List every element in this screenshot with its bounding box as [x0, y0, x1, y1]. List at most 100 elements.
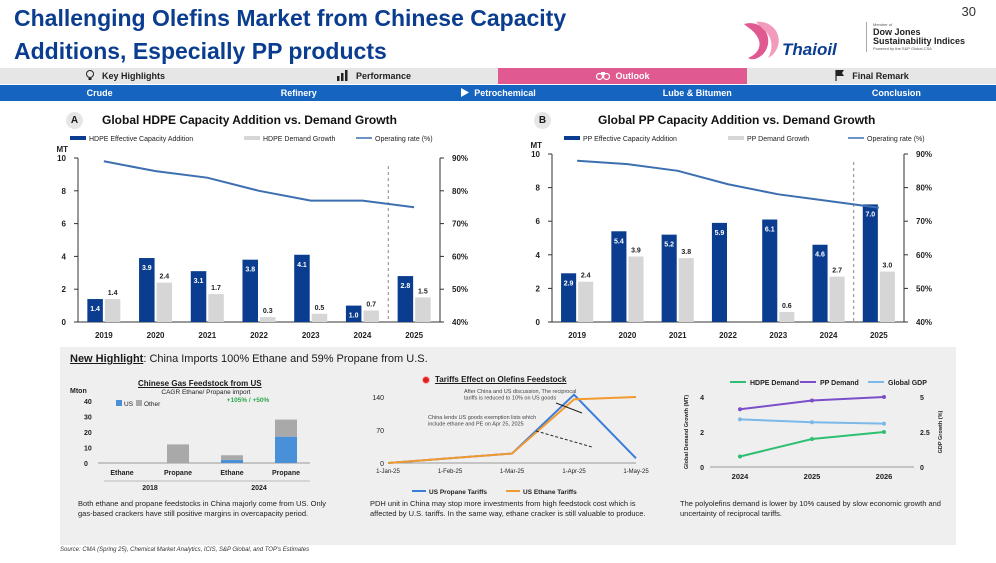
- hdpe-chart-title: Global HDPE Capacity Addition vs. Demand…: [102, 113, 397, 127]
- logo-text: Thaioil: [782, 40, 837, 59]
- series-point: [882, 395, 886, 399]
- legend-swatch: [244, 136, 260, 140]
- tab-key-highlights[interactable]: Key Highlights: [0, 68, 249, 84]
- capacity-value-label: 4.1: [297, 262, 307, 269]
- y2-tick-label: 2.5: [920, 430, 930, 437]
- subtab-lube-bitumen[interactable]: Lube & Bitumen: [598, 85, 797, 101]
- legend-swatch: [70, 136, 86, 140]
- subtab-conclusion[interactable]: Conclusion: [797, 85, 996, 101]
- subtab-label: Refinery: [280, 88, 317, 98]
- y-tick-label: 2: [536, 284, 541, 293]
- x-tick-label: Propane: [272, 470, 300, 477]
- tab-label: Final Remark: [852, 71, 909, 81]
- capacity-bar: [397, 276, 414, 322]
- legend-swatch: [564, 136, 580, 140]
- tab-final-remark[interactable]: Final Remark: [747, 68, 996, 84]
- demand-value-label: 1.5: [418, 288, 428, 295]
- capacity-bar: [139, 258, 155, 322]
- y-tick-label: 6: [536, 217, 541, 226]
- y2-tick-label: 0: [920, 465, 924, 472]
- series-point: [810, 437, 814, 441]
- tariff-annotation-1: After China and US discussion, The recip…: [464, 389, 576, 402]
- gas-feedstock-chart: Mton 0 10 20 30 40 CAGR Ethane/ Propane import…: [70, 388, 310, 492]
- y-tick-label: 70: [376, 428, 384, 435]
- pp-chart-title: Global PP Capacity Addition vs. Demand G…: [598, 113, 876, 127]
- x-tick-label: 2024: [354, 331, 372, 340]
- demand-value-label: 0.3: [263, 308, 273, 315]
- legend-label: US Ethane Tariffs: [523, 489, 577, 496]
- capacity-value-label: 2.8: [401, 283, 411, 290]
- other-bar: [221, 455, 243, 460]
- tab-outlook[interactable]: Outlook: [498, 68, 747, 84]
- x-tick-label: 2025: [405, 331, 423, 340]
- subtab-label: Crude: [86, 88, 113, 98]
- y2-tick-label: 60%: [452, 252, 468, 261]
- operating-rate-line: [577, 159, 879, 209]
- y2-tick-label: 80%: [916, 184, 932, 193]
- y2-tick-label: 40%: [916, 318, 932, 327]
- demand-value-label: 1.7: [211, 285, 221, 292]
- legend-label: HDPE Effective Capacity Addition: [89, 136, 193, 143]
- tab-performance[interactable]: Performance: [249, 68, 498, 84]
- section-nav: Key Highlights Performance Outlook Final…: [0, 68, 996, 84]
- legend-label: PP Demand Growth: [747, 136, 809, 143]
- y2-tick-label: 5: [920, 395, 924, 402]
- annotation-arrow: [535, 430, 593, 448]
- x-tick-label: 2025: [870, 331, 888, 340]
- x-tick-label: 1-Jan-25: [376, 469, 400, 475]
- capacity-value-label: 5.4: [614, 238, 624, 245]
- capacity-bar: [762, 219, 778, 322]
- x-tick-label: 2023: [769, 331, 787, 340]
- us-bar: [221, 459, 243, 463]
- y-tick-label: 0: [700, 465, 704, 472]
- y-axis-unit: MT: [530, 141, 542, 150]
- capacity-value-label: 7.0: [865, 211, 875, 218]
- demand-bar: [363, 310, 379, 322]
- capacity-value-label: 3.8: [245, 267, 255, 274]
- x-tick-label: 2019: [568, 331, 586, 340]
- demand-value-label: 2.4: [581, 273, 591, 280]
- play-arrow-icon: [460, 87, 470, 99]
- tariffs-chart: 0 70 140 1-Jan-25 1-Feb-25 1-Mar-25 1-Apr-25 1-…: [372, 389, 649, 496]
- feedstock-paragraph: Both ethane and propane feedstocks in Ch…: [78, 499, 327, 518]
- y-tick-label: 20: [84, 430, 92, 437]
- y-axis-unit: MT: [56, 145, 68, 154]
- capacity-bar: [812, 244, 828, 322]
- legend-label: US Propane Tariffs: [429, 489, 487, 496]
- x-tick-label: Propane: [164, 470, 192, 477]
- title-line-2: Additions, Especially PP products: [14, 38, 387, 64]
- series-point: [882, 421, 886, 426]
- y-tick-label: 140: [372, 395, 384, 402]
- legend-label: HDPE Demand Growth: [263, 136, 335, 143]
- series-point: [738, 454, 742, 459]
- legend-label: PP Demand: [820, 380, 859, 387]
- tariffs-paragraph: PDH unit in China may stop more investme…: [370, 499, 646, 518]
- subtab-petrochemical[interactable]: Petrochemical: [398, 85, 597, 101]
- binoculars-icon: [595, 69, 610, 83]
- thaioil-logo-icon: [744, 21, 779, 60]
- x-tick-label: 1-May-25: [623, 469, 649, 475]
- demand-value-label: 3.9: [631, 247, 641, 254]
- x-tick-label: 2026: [876, 472, 893, 481]
- subtab-label: Lube & Bitumen: [662, 88, 732, 98]
- demand-bar: [260, 317, 276, 322]
- other-bar: [275, 419, 297, 437]
- djsi-badge: Member of Dow Jones Sustainability Indic…: [866, 22, 990, 52]
- highlight-text: : China Imports 100% Ethane and 59% Prop…: [143, 353, 428, 365]
- capacity-value-label: 3.1: [194, 278, 204, 285]
- demand-bar: [578, 281, 594, 322]
- capacity-bar: [561, 273, 577, 322]
- subtab-crude[interactable]: Crude: [0, 85, 199, 101]
- series-point: [738, 417, 742, 422]
- subtab-refinery[interactable]: Refinery: [199, 85, 398, 101]
- x-tick-label: Ethane: [220, 470, 243, 477]
- legend-label: Operating rate (%): [375, 136, 433, 143]
- pp-chart-panel: B Global PP Capacity Addition vs. Demand…: [496, 106, 996, 348]
- capacity-value-label: 5.9: [715, 230, 725, 237]
- pp-chart: PP Effective Capacity Addition PP Demand …: [530, 136, 932, 340]
- us-bar: [275, 436, 297, 463]
- x-tick-label: 2019: [95, 331, 113, 340]
- red-dot-icon: [422, 375, 430, 384]
- sub-nav: Crude Refinery Petrochemical Lube & Bitu…: [0, 85, 996, 101]
- demand-value-label: 0.7: [366, 302, 376, 309]
